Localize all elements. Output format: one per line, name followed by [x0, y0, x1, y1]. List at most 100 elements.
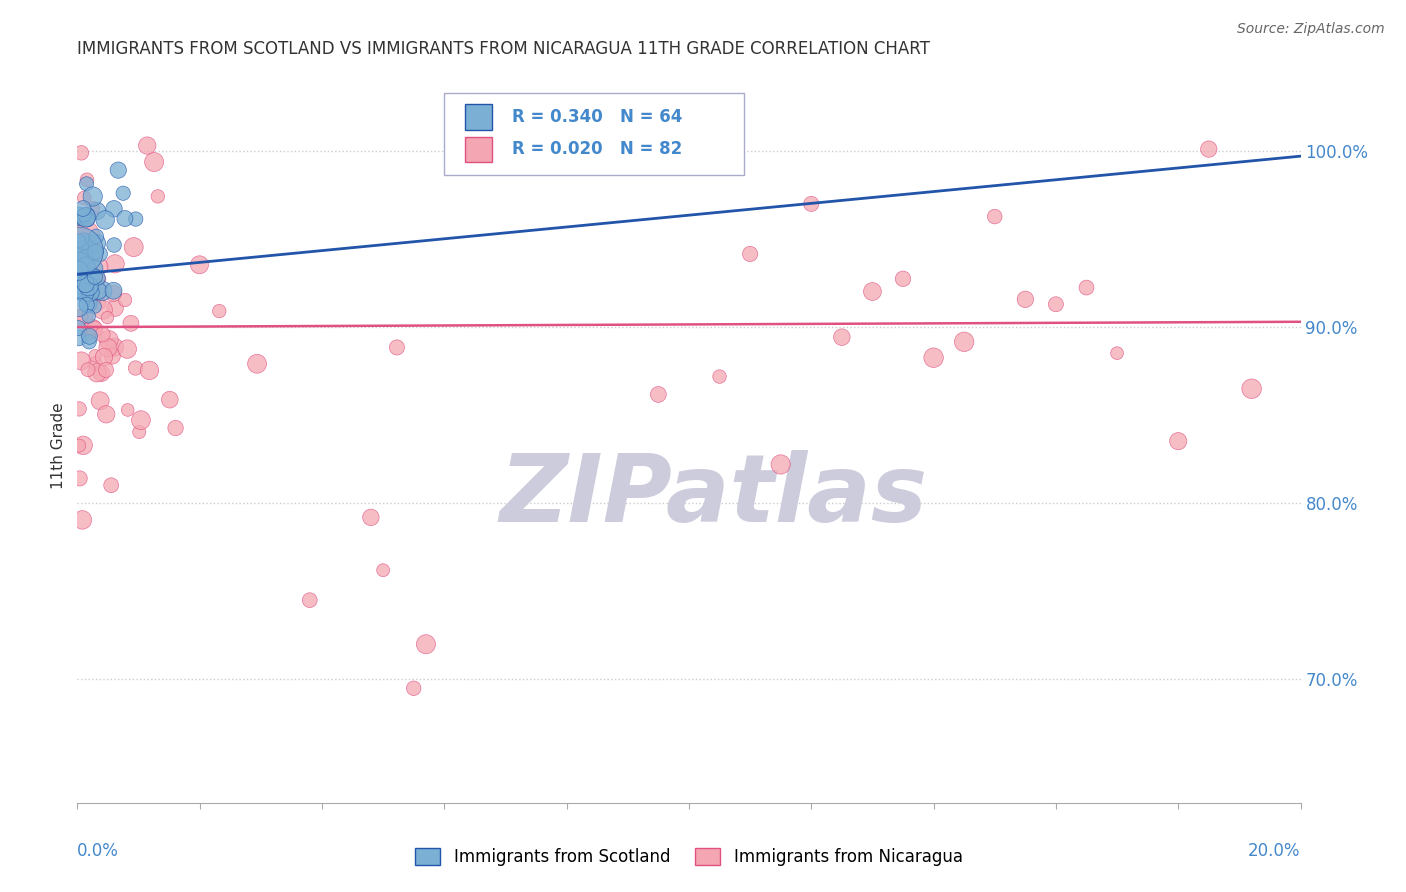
Point [76, 212, 98, 227]
Point [129, 413, 152, 427]
Point [80, 277, 103, 291]
Point [114, 211, 136, 226]
Point [984, 210, 1007, 224]
Point [67, 401, 90, 416]
Point [87, 285, 110, 299]
Point [96, 310, 118, 325]
Point [72, 202, 94, 216]
Point [246, 357, 269, 371]
Point [89, 296, 111, 310]
Point [77, 326, 100, 341]
Point [90, 366, 112, 380]
Point [117, 342, 139, 356]
Point [67, 255, 90, 269]
Point [371, 563, 394, 577]
Point [67, 284, 90, 298]
Point [87, 284, 110, 298]
Point [80, 245, 103, 260]
Point [159, 392, 181, 407]
Point [83, 268, 105, 282]
Point [77, 290, 100, 304]
Point [1240, 382, 1263, 396]
Point [136, 138, 159, 153]
Point [72, 513, 94, 527]
Point [69, 232, 91, 246]
Point [122, 240, 145, 254]
Legend: Immigrants from Scotland, Immigrants from Nicaragua: Immigrants from Scotland, Immigrants fro… [409, 841, 969, 873]
Point [89, 260, 111, 274]
Point [69, 225, 91, 239]
Text: ZIPatlas: ZIPatlas [499, 450, 928, 542]
Point [76, 173, 98, 187]
Point [709, 369, 731, 384]
Point [73, 246, 96, 260]
Text: 20.0%: 20.0% [1249, 842, 1301, 860]
Point [800, 197, 823, 211]
Point [138, 363, 160, 377]
Point [89, 247, 111, 261]
Point [769, 458, 792, 472]
Point [77, 279, 100, 293]
Point [67, 331, 90, 345]
Point [83, 300, 105, 314]
Point [76, 177, 98, 191]
Point [103, 202, 125, 216]
Point [73, 278, 96, 293]
Point [124, 361, 146, 376]
Point [67, 321, 90, 335]
Point [77, 334, 100, 349]
Point [1014, 293, 1036, 307]
Point [953, 334, 976, 349]
Point [112, 186, 135, 201]
Point [647, 387, 669, 401]
Point [1107, 346, 1129, 360]
Point [89, 393, 111, 408]
Point [89, 272, 111, 286]
Text: IMMIGRANTS FROM SCOTLAND VS IMMIGRANTS FROM NICARAGUA 11TH GRADE CORRELATION CHA: IMMIGRANTS FROM SCOTLAND VS IMMIGRANTS F… [77, 40, 931, 58]
Point [82, 243, 104, 257]
Point [75, 251, 97, 265]
Point [101, 349, 124, 363]
Point [83, 269, 105, 284]
Point [76, 298, 98, 312]
Point [84, 229, 107, 244]
Point [104, 301, 127, 315]
Point [86, 204, 108, 219]
Point [69, 471, 91, 485]
Point [79, 285, 101, 300]
Point [125, 212, 148, 227]
Point [740, 247, 762, 261]
Point [67, 210, 90, 224]
Point [69, 310, 91, 325]
Point [87, 271, 110, 285]
Point [208, 304, 231, 318]
Point [402, 681, 425, 696]
Point [70, 354, 93, 368]
Point [75, 211, 97, 225]
Point [73, 234, 96, 248]
Point [82, 201, 104, 215]
Point [103, 284, 125, 298]
Point [83, 322, 105, 336]
Point [103, 238, 125, 252]
FancyBboxPatch shape [465, 104, 492, 130]
Point [103, 286, 125, 301]
FancyBboxPatch shape [465, 136, 492, 162]
Point [67, 234, 90, 248]
Point [1167, 434, 1189, 449]
Point [67, 244, 90, 259]
Point [922, 351, 945, 365]
Point [91, 284, 114, 298]
Point [82, 321, 104, 335]
Point [69, 239, 91, 253]
Point [76, 237, 98, 252]
Point [76, 209, 98, 223]
Point [79, 329, 101, 343]
Point [67, 301, 90, 315]
Point [91, 302, 114, 317]
Point [107, 163, 129, 178]
Point [73, 191, 96, 205]
Point [72, 438, 94, 452]
Point [120, 316, 142, 330]
Point [83, 261, 105, 276]
